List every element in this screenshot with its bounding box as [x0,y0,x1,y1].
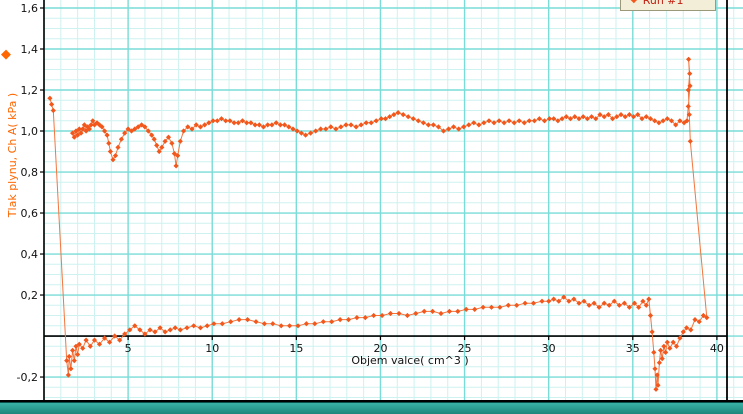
svg-text:1,4: 1,4 [21,43,39,56]
svg-text:0,8: 0,8 [21,166,39,179]
svg-text:0,4: 0,4 [21,248,39,261]
svg-text:-0,2: -0,2 [17,371,38,384]
svg-text:1,2: 1,2 [21,84,39,97]
legend[interactable]: ◆ Run #1 [620,0,716,11]
svg-text:5: 5 [125,342,132,355]
svg-text:0,2: 0,2 [21,289,39,302]
svg-text:15: 15 [289,342,303,355]
legend-run-label: Run #1 [642,0,684,7]
svg-text:1,0: 1,0 [21,125,39,138]
svg-text:1,6: 1,6 [21,2,39,15]
svg-text:40: 40 [710,342,724,355]
svg-text:20: 20 [373,342,387,355]
svg-text:0,6: 0,6 [21,207,39,220]
bottom-panel-edge [0,402,743,414]
legend-diamond-icon: ◆ [630,0,638,5]
y-axis-title: Tlak plynu, Ch A( kPa ) [6,92,19,218]
x-axis-title: Objem valce( cm^3 ) [351,354,469,367]
svg-text:35: 35 [626,342,640,355]
svg-text:30: 30 [542,342,556,355]
svg-text:10: 10 [205,342,219,355]
series-marker-icon: ◆ [1,47,11,62]
svg-text:25: 25 [458,342,472,355]
